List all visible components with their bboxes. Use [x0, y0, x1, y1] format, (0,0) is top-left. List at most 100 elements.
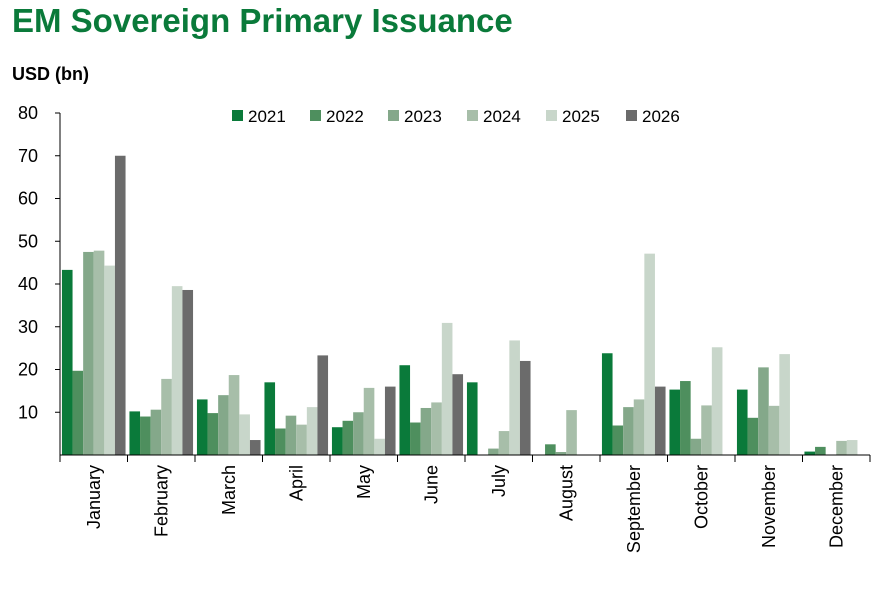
legend-swatch-2026 [626, 110, 637, 121]
bar-2026-february [182, 289, 194, 455]
bar-2025-december [846, 440, 858, 455]
bar-2025-may [374, 438, 385, 455]
bar-2023-july [488, 448, 499, 455]
legend: 2021 2022 2023 2024 2025 2026 [232, 107, 680, 126]
bar-2024-december [836, 440, 847, 455]
y-tick-label: 10 [18, 402, 38, 422]
bar-2022-september [612, 425, 624, 455]
bar-2021-april [264, 382, 276, 455]
bar-2026-july [519, 360, 531, 455]
bar-2026-january [114, 155, 126, 455]
bar-2025-september [644, 253, 655, 455]
bars [61, 155, 858, 455]
bar-2024-march [228, 375, 240, 455]
axes: 10 20 30 40 50 60 70 80 January February March Apri… [18, 103, 871, 553]
bar-2022-april [275, 428, 286, 455]
bar-2021-october [669, 389, 681, 455]
y-tick-label: 50 [18, 231, 38, 251]
bar-2022-january [72, 370, 84, 455]
bar-2022-march [207, 413, 219, 455]
bar-2021-december [804, 451, 816, 455]
bar-2025-april [306, 407, 318, 455]
x-tick-label: December [826, 465, 846, 548]
bar-2021-february [129, 411, 141, 455]
x-tick-label: February [151, 465, 171, 537]
bar-2023-january [83, 251, 94, 455]
x-tick-label: January [84, 465, 104, 529]
bar-2021-july [466, 382, 478, 455]
x-tick-label: March [219, 465, 239, 515]
legend-label-2022: 2022 [326, 107, 364, 126]
bar-2023-june [420, 407, 432, 455]
bar-2024-february [161, 378, 172, 455]
bar-2026-may [384, 386, 396, 455]
bar-2021-september [601, 353, 613, 455]
y-tick-label: 40 [18, 274, 38, 294]
bar-2022-may [342, 420, 354, 455]
y-axis-label: USD (bn) [12, 64, 89, 84]
bar-2024-september [633, 399, 645, 455]
bar-2026-september [654, 386, 666, 455]
bar-2026-april [317, 355, 329, 455]
bar-2023-september [623, 407, 634, 455]
bar-2023-march [218, 395, 229, 455]
bar-2024-june [431, 402, 442, 455]
x-tick-label: September [624, 465, 644, 553]
bar-2021-june [399, 365, 411, 455]
bar-2023-february [150, 409, 162, 455]
bar-2022-october [680, 381, 691, 455]
x-tick-label: April [286, 465, 306, 501]
bar-2025-october [711, 347, 723, 455]
bar-2023-october [690, 438, 702, 455]
y-tick-label: 30 [18, 317, 38, 337]
bar-2023-august [555, 452, 567, 455]
x-tick-label: November [759, 465, 779, 548]
chart-title: EM Sovereign Primary Issuance [12, 2, 513, 39]
bar-2025-january [104, 265, 115, 455]
bar-2023-april [285, 415, 297, 455]
y-tick-label: 80 [18, 103, 38, 123]
bar-2025-november [779, 354, 790, 455]
legend-swatch-2025 [546, 110, 557, 121]
y-tick-label: 60 [18, 189, 38, 209]
bar-2022-december [815, 446, 826, 455]
bar-2024-april [296, 424, 307, 455]
bar-2024-january [93, 250, 105, 455]
bar-2024-july [498, 431, 510, 455]
bar-2023-may [353, 412, 364, 455]
bar-2025-july [509, 340, 520, 455]
bar-2026-march [249, 440, 261, 455]
bar-2025-june [441, 322, 453, 455]
y-tick-label: 20 [18, 360, 38, 380]
legend-label-2023: 2023 [404, 107, 442, 126]
legend-label-2026: 2026 [642, 107, 680, 126]
bar-2021-march [196, 399, 208, 455]
bar-2022-february [140, 416, 151, 455]
legend-label-2024: 2024 [483, 107, 521, 126]
legend-swatch-2023 [388, 110, 399, 121]
bar-2024-november [768, 405, 780, 455]
bar-2024-october [701, 405, 712, 455]
x-tick-label: July [489, 465, 509, 497]
legend-swatch-2022 [310, 110, 321, 121]
legend-swatch-2021 [232, 110, 243, 121]
bar-2021-may [331, 427, 343, 455]
bar-2025-march [239, 414, 250, 455]
x-tick-label: June [421, 465, 441, 504]
bar-2025-february [171, 286, 183, 455]
bar-2021-january [61, 269, 73, 455]
y-tick-label: 70 [18, 146, 38, 166]
bar-2022-june [410, 422, 421, 455]
x-tick-label: October [691, 465, 711, 529]
bar-2024-may [363, 387, 375, 455]
bar-2023-november [758, 367, 769, 455]
legend-label-2025: 2025 [562, 107, 600, 126]
bar-2026-june [452, 374, 464, 455]
x-tick-label: May [354, 465, 374, 499]
bar-2021-november [736, 389, 748, 455]
bar-2022-august [545, 444, 556, 455]
bar-2022-november [747, 417, 759, 455]
bar-2024-august [566, 410, 577, 455]
x-tick-label: August [556, 465, 576, 521]
